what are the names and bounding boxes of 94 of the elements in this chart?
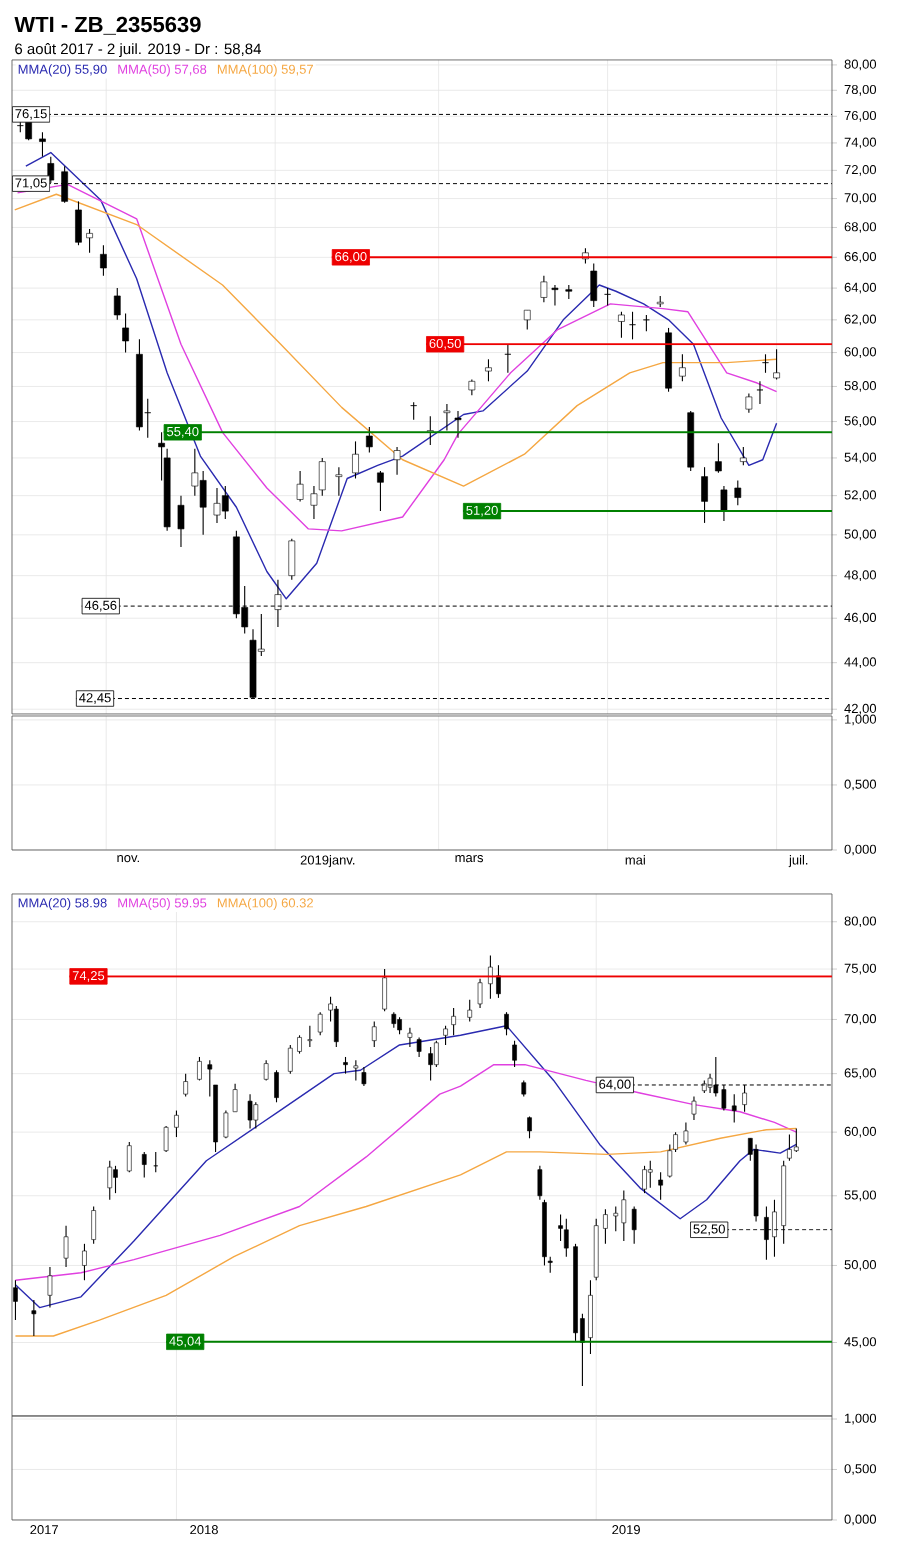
candlestick bbox=[253, 1101, 259, 1130]
line-series bbox=[14, 193, 778, 487]
candlestick bbox=[335, 466, 343, 497]
candlestick bbox=[247, 1093, 253, 1130]
candlestick bbox=[523, 309, 531, 331]
candlestick bbox=[762, 353, 769, 374]
candlestick bbox=[618, 311, 625, 339]
candlestick bbox=[199, 470, 207, 536]
candlestick bbox=[377, 470, 384, 512]
candlestick bbox=[504, 1011, 509, 1036]
candlestick bbox=[75, 200, 82, 246]
candlestick bbox=[296, 470, 304, 502]
candlestick bbox=[787, 1134, 792, 1162]
candlestick bbox=[163, 1125, 169, 1153]
candlestick bbox=[477, 978, 483, 1009]
candlestick bbox=[416, 1036, 422, 1058]
candlestick bbox=[658, 1171, 663, 1201]
candlestick bbox=[485, 358, 492, 382]
candlestick bbox=[122, 312, 129, 354]
candlestick bbox=[629, 311, 636, 340]
candlestick bbox=[393, 446, 401, 476]
candlestick bbox=[496, 964, 501, 999]
candlestick bbox=[793, 1127, 799, 1153]
candlestick bbox=[613, 1205, 619, 1232]
candlestick bbox=[642, 1165, 647, 1194]
candlestick bbox=[745, 392, 753, 414]
candlestick bbox=[443, 1025, 448, 1046]
candlestick bbox=[631, 1205, 637, 1245]
candlestick bbox=[63, 1225, 69, 1268]
candlestick bbox=[701, 466, 708, 524]
candlestick bbox=[353, 1059, 359, 1081]
candlestick bbox=[366, 426, 373, 453]
candlestick bbox=[590, 262, 598, 308]
candlestick bbox=[731, 1093, 737, 1123]
candlestick bbox=[352, 440, 359, 480]
candlestick bbox=[107, 1160, 113, 1201]
candlestick bbox=[333, 1005, 339, 1048]
candlestick bbox=[232, 1083, 238, 1113]
candlestick bbox=[126, 1141, 132, 1173]
candlestick bbox=[382, 968, 387, 1012]
candlestick bbox=[221, 485, 229, 520]
candlestick bbox=[91, 1205, 96, 1245]
candlestick bbox=[715, 442, 722, 474]
candlestick bbox=[100, 244, 107, 277]
candlestick bbox=[371, 1021, 377, 1048]
candlestick bbox=[739, 446, 747, 466]
candlestick bbox=[318, 457, 326, 497]
candlestick bbox=[691, 1095, 697, 1121]
line-series bbox=[14, 1063, 798, 1281]
candlestick bbox=[31, 1299, 37, 1337]
candlestick bbox=[467, 999, 473, 1023]
candlestick bbox=[563, 1218, 569, 1258]
candlestick bbox=[141, 1151, 147, 1178]
candlestick bbox=[177, 495, 185, 548]
candlestick bbox=[297, 1034, 302, 1055]
candlestick bbox=[213, 487, 221, 524]
candlestick bbox=[82, 1243, 87, 1281]
candlestick bbox=[274, 1069, 279, 1103]
candlestick bbox=[773, 348, 780, 381]
candlestick bbox=[512, 1040, 517, 1068]
candlestick bbox=[621, 1189, 627, 1242]
candlestick bbox=[451, 1007, 456, 1036]
candlestick bbox=[113, 287, 121, 321]
candlestick bbox=[588, 1279, 593, 1355]
candlestick bbox=[317, 1011, 323, 1036]
candlestick bbox=[361, 1066, 367, 1087]
candlestick bbox=[683, 1121, 689, 1145]
candlestick bbox=[443, 403, 451, 432]
candlestick bbox=[223, 1110, 229, 1139]
candlestick bbox=[488, 954, 493, 1000]
candlestick bbox=[647, 1160, 653, 1189]
candlestick bbox=[454, 410, 462, 439]
candlestick bbox=[13, 1279, 18, 1321]
candlestick bbox=[183, 1073, 188, 1098]
candlestick bbox=[537, 1165, 543, 1201]
candlestick bbox=[679, 353, 686, 382]
line-series bbox=[14, 1127, 798, 1337]
candlestick bbox=[428, 1046, 433, 1081]
candlestick bbox=[287, 1044, 293, 1075]
candlestick bbox=[603, 1208, 608, 1245]
candlestick bbox=[720, 485, 728, 522]
candlestick bbox=[756, 380, 764, 405]
candlestick bbox=[407, 1027, 413, 1048]
candlestick bbox=[734, 479, 742, 506]
candlestick bbox=[288, 538, 296, 581]
candlestick bbox=[86, 228, 93, 254]
candlestick bbox=[39, 131, 46, 158]
chart-title: WTI - ZB_2355639 bbox=[14, 16, 201, 35]
candlestick bbox=[113, 1165, 118, 1194]
candlestick bbox=[310, 485, 318, 520]
candlestick bbox=[527, 1115, 532, 1139]
candlestick bbox=[307, 1025, 313, 1048]
candlestick bbox=[174, 1110, 179, 1138]
candlestick bbox=[47, 1266, 53, 1309]
